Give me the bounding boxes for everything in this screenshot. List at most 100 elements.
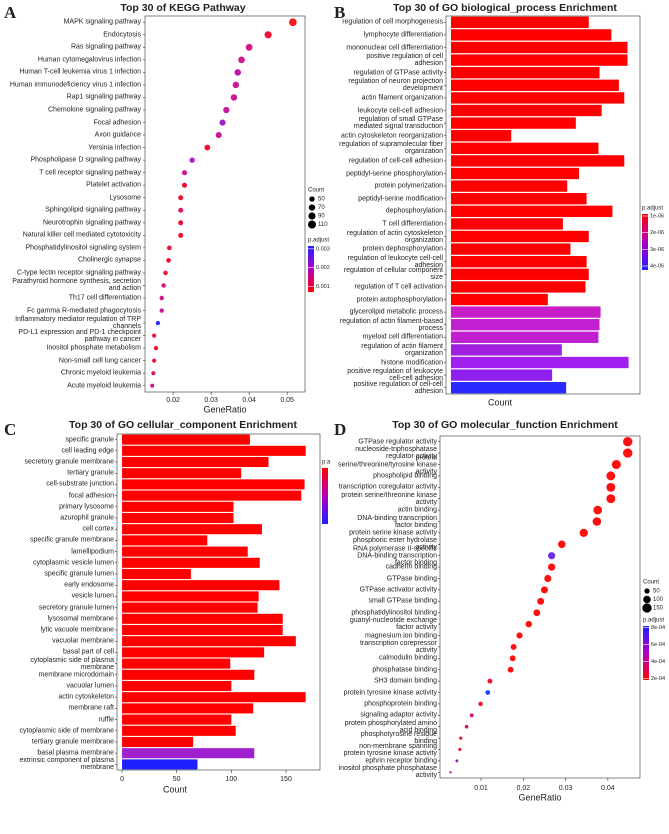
y-tick-label: specific granule	[65, 436, 114, 444]
bar	[122, 658, 231, 669]
dot	[516, 632, 523, 639]
y-tick-label: cytoplasmic side of plasma membrane	[30, 656, 114, 671]
y-tick-label: specific granule lumen	[44, 570, 114, 578]
legend-dot	[308, 204, 316, 211]
dot	[544, 574, 552, 583]
dot	[507, 666, 514, 673]
dot	[449, 771, 452, 774]
y-tick-label: GTPase binding	[386, 575, 437, 582]
bar	[122, 759, 198, 770]
y-tick-label: actin cytoskeleton reorganization	[341, 132, 443, 140]
y-tick-label: Lysosome	[109, 194, 141, 202]
panel-label: A	[4, 3, 17, 22]
y-tick-label: protein serine kinase activity	[349, 529, 437, 537]
dot	[469, 713, 474, 718]
legend-dot	[308, 220, 316, 229]
y-tick-label: early endosome	[64, 581, 114, 589]
bar	[122, 501, 234, 512]
y-tick-label: cell cortex	[82, 525, 114, 533]
y-tick-label: peptidyl-serine phosphorylation	[346, 170, 443, 177]
y-tick-label: glycerolipid metabolic process	[349, 308, 443, 316]
y-tick-label: azurophil granule	[60, 514, 114, 522]
x-tick-label: 0.02	[166, 397, 180, 404]
bar	[450, 356, 629, 369]
legend-label: 50	[653, 589, 660, 595]
bar	[122, 680, 232, 692]
legend-label: 70	[318, 205, 325, 211]
dot	[150, 383, 155, 388]
y-tick-label: regulation of actin cytoskeleton organiz…	[346, 229, 443, 244]
plot-frame	[445, 15, 641, 395]
bar	[122, 546, 248, 557]
plot-frame	[439, 435, 641, 779]
y-tick-label: extrinsic component of plasma membrane	[19, 757, 114, 772]
bar	[450, 41, 628, 54]
y-tick-label: Sphingolipid signaling pathway	[45, 206, 141, 214]
colorbar-label: 2e-04	[651, 676, 665, 682]
bar	[122, 736, 194, 748]
x-tick-label: 100	[226, 776, 238, 783]
bar	[450, 344, 562, 356]
dot	[623, 437, 633, 447]
y-tick-label: T cell receptor signaling pathway	[39, 169, 141, 177]
dot	[458, 747, 462, 752]
bar	[122, 568, 191, 580]
dot	[181, 170, 188, 176]
x-tick-label: 0	[120, 776, 124, 783]
y-tick-label: actin binding	[397, 506, 437, 514]
bar	[450, 142, 599, 154]
y-tick-label: actin filament organization	[361, 94, 443, 102]
dot	[166, 258, 171, 263]
y-tick-label: secretory granule membrane	[24, 458, 115, 466]
y-tick-label: protein polymerization	[374, 182, 443, 190]
y-tick-label: primary lysosome	[59, 503, 114, 511]
bar	[122, 703, 254, 714]
dot	[623, 448, 633, 458]
dot	[548, 552, 556, 560]
bar	[450, 67, 600, 79]
dot	[478, 701, 483, 707]
bar	[450, 256, 587, 268]
bar	[122, 613, 283, 624]
bar	[122, 624, 283, 636]
y-tick-label: SH3 domain binding	[373, 677, 437, 685]
dot	[178, 195, 184, 201]
bar	[450, 155, 625, 167]
y-tick-label: positive regulation of cell adhesion	[366, 53, 443, 68]
plot-frame	[116, 433, 321, 771]
x-tick-label: 0.04	[601, 785, 615, 792]
dot	[155, 320, 161, 326]
dot	[611, 459, 621, 470]
y-tick-label: protein autophosphorylation	[356, 296, 443, 303]
colorbar	[643, 626, 649, 680]
y-tick-label: basal part of cell	[63, 648, 114, 656]
chart-title: Top 30 of GO cellular_component Enrichme…	[69, 419, 297, 431]
bar	[122, 445, 306, 456]
bar	[450, 319, 600, 331]
panel-label: B	[334, 3, 345, 22]
y-tick-label: MAPK signaling pathway	[63, 18, 141, 26]
y-tick-label: protein tyrosine kinase activity	[343, 689, 437, 696]
y-tick-label: histone modification	[381, 359, 443, 366]
dot	[264, 31, 272, 39]
y-tick-label: protein dephosphorylation	[362, 245, 443, 253]
legend-dot	[644, 588, 650, 594]
y-tick-label: Chronic myeloid leukemia	[60, 369, 141, 377]
colorbar	[642, 214, 648, 270]
y-tick-label: regulation of cellular component size	[343, 267, 443, 282]
bar	[122, 456, 269, 468]
colorbar-label: 3e-06	[650, 247, 664, 253]
dot	[606, 494, 616, 504]
y-tick-label: phospholipid binding	[373, 472, 437, 480]
bar	[450, 117, 576, 129]
y-tick-label: cell leading edge	[61, 447, 114, 455]
y-tick-label: Inflammatory mediator regulation of TRP …	[15, 316, 141, 331]
y-tick-label: regulation of cell-cell adhesion	[348, 157, 443, 165]
dot	[178, 232, 184, 238]
dot	[159, 295, 164, 301]
dot	[548, 563, 556, 571]
y-tick-label: Axon guidance	[94, 131, 141, 139]
dot	[230, 94, 238, 101]
